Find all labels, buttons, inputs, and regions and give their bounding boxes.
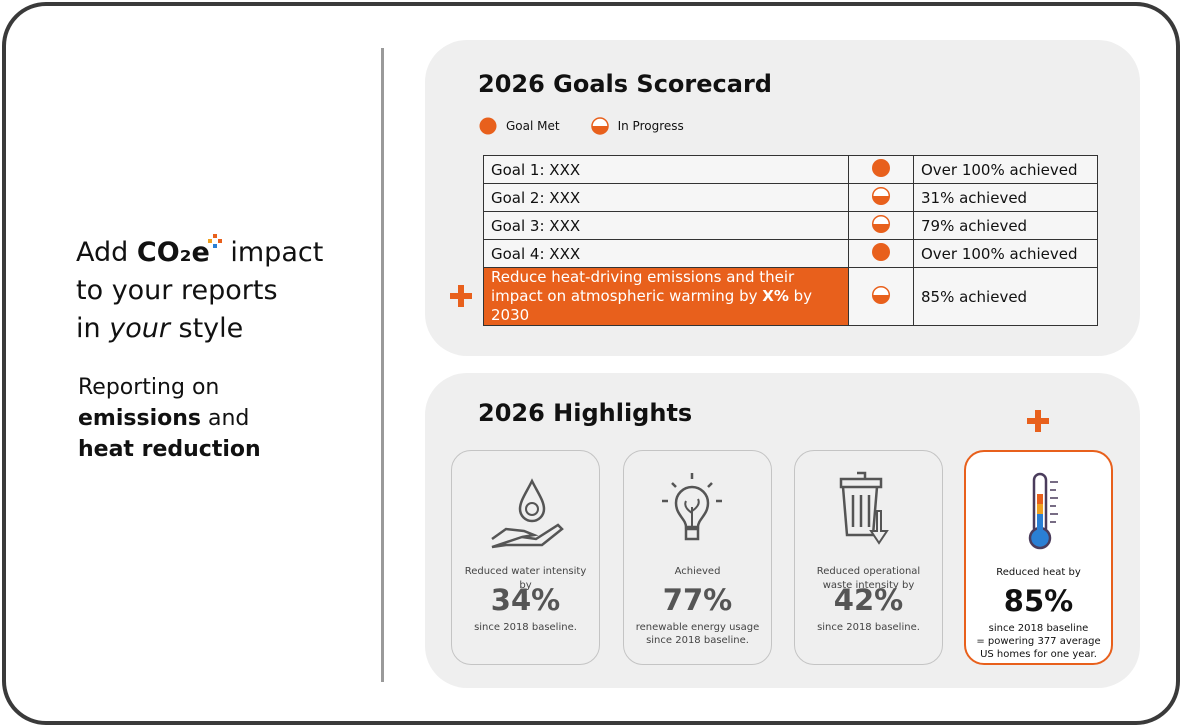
status-icon	[871, 186, 891, 205]
text: and	[208, 406, 250, 431]
card-notes: renewable energy usage since 2018 baseli…	[632, 621, 763, 647]
status-icon	[872, 158, 890, 177]
headline-line: Add CO₂e impact	[76, 234, 323, 272]
goal-cell: Goal 4: XXX	[483, 239, 849, 268]
result-cell: 79% achieved	[913, 211, 1098, 240]
row: Goal 2: XXX 31% achieved	[483, 183, 1098, 212]
legend-icon	[479, 117, 497, 135]
card-note: since 2018 baseline	[988, 623, 1089, 634]
text: impact	[230, 237, 324, 268]
status-cell	[848, 267, 914, 326]
card-caption: Achieved	[674, 566, 721, 577]
headline-line: to your reports	[76, 275, 278, 306]
subtitle-line: emissions and	[78, 403, 261, 434]
legend-label: In Progress	[617, 119, 684, 133]
scorecard-title: 2026 Goals Scorecard	[478, 70, 772, 98]
subtitle: Reporting on emissions and heat reductio…	[78, 372, 261, 465]
row: Goal 3: XXX 79% achieved	[483, 211, 1098, 240]
result-cell: 85% achieved	[913, 267, 1098, 326]
row: Goal 1: XXX Over 100% achieved	[483, 155, 1098, 184]
text: in	[76, 313, 101, 344]
card-caption: Reduced heat by	[996, 567, 1081, 578]
status-icon	[872, 242, 890, 261]
status-cell	[848, 183, 914, 212]
goal-text: Reduce heat-driving emissions and their …	[491, 268, 795, 305]
card-notes: since 2018 baseline = powering 377 averag…	[974, 622, 1103, 661]
highlight-card: Reduced heat by 85% since 2018 baseline = p…	[964, 450, 1113, 665]
goal-cell: Goal 2: XXX	[483, 183, 849, 212]
card-icon	[839, 471, 889, 545]
highlight-card: Reduced water intensity by 34% since 2018 …	[451, 450, 600, 665]
text: Reporting on	[78, 375, 220, 400]
card-value: 42%	[833, 583, 904, 617]
status-cell	[848, 239, 914, 268]
result-cell: Over 100% achieved	[913, 239, 1098, 268]
bold: heat reduction	[78, 437, 261, 462]
divider	[381, 48, 384, 682]
highlight-card: Reduced operational waste intensity by 42…	[794, 450, 943, 665]
text: style	[178, 313, 244, 344]
goal-bold: X%	[762, 287, 789, 305]
card-notes: since 2018 baseline.	[803, 621, 934, 634]
card-value: 34%	[490, 583, 561, 617]
status-cell	[848, 211, 914, 240]
card-icon	[1028, 472, 1058, 550]
highlights-title: 2026 Highlights	[478, 399, 693, 427]
headline-line: in your style	[76, 310, 323, 348]
card-caption: Reduced water intensity by	[464, 566, 587, 591]
highlight-card: Achieved 77% renewable energy usage since …	[623, 450, 772, 665]
card-icon	[662, 473, 722, 541]
card-notes: since 2018 baseline.	[460, 621, 591, 634]
card-note: renewable energy usage since 2018 baseli…	[635, 622, 760, 646]
scorecard-table: Goal 1: XXX Over 100% achieved Goal 2: XXX…	[483, 155, 1098, 326]
legend-icon	[590, 117, 609, 135]
legend-label: Goal Met	[506, 119, 560, 133]
status-cell	[848, 155, 914, 184]
result-cell: 31% achieved	[913, 183, 1098, 212]
text: Add	[76, 237, 129, 268]
card-value: 85%	[1003, 584, 1074, 618]
card-caption: Reduced operational waste intensity by	[816, 566, 921, 591]
bold: emissions	[78, 406, 201, 431]
plus-marker	[450, 285, 472, 307]
plus-marker	[1027, 410, 1049, 432]
row: Reduce heat-driving emissions and their …	[483, 267, 1098, 326]
card-note: since 2018 baseline.	[474, 622, 577, 633]
row: Goal 4: XXX Over 100% achieved	[483, 239, 1098, 268]
result-cell: Over 100% achieved	[913, 155, 1098, 184]
card-icon	[491, 478, 564, 549]
goal-text: by 2030	[491, 287, 813, 324]
card-note: = powering 377 average US homes for one …	[976, 636, 1101, 660]
headline: Add CO₂e impact to your reports in your …	[76, 234, 323, 348]
status-icon	[871, 214, 891, 233]
brand: CO₂e	[136, 237, 210, 268]
emphasis: your	[109, 313, 170, 344]
goal-cell: Goal 1: XXX	[483, 155, 849, 184]
goal-cell: Reduce heat-driving emissions and their …	[483, 267, 849, 326]
card-note: since 2018 baseline.	[817, 622, 920, 633]
goal-cell: Goal 3: XXX	[483, 211, 849, 240]
card-value: 77%	[662, 583, 733, 617]
status-icon	[871, 285, 891, 304]
brand-plus	[207, 234, 222, 248]
legend: Goal Met In Progress	[478, 116, 684, 136]
